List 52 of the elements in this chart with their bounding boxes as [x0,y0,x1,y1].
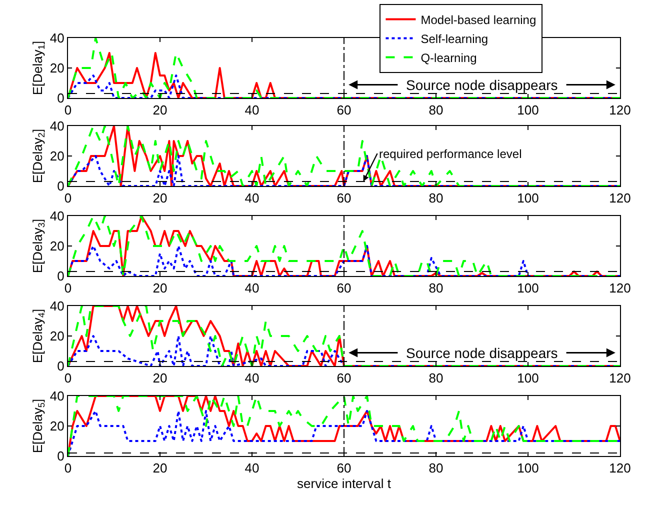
y-tick-label: 20 [50,60,64,76]
y-tick-label: 20 [50,418,64,434]
x-tick-label: 80 [428,190,444,206]
y-tick-label: 40 [50,388,64,404]
x-tick-label: 20 [152,460,168,476]
x-tick-label: 40 [244,190,260,206]
x-tick-label: 60 [336,280,352,296]
x-tick-label: 20 [152,370,168,386]
x-tick-label: 40 [244,460,260,476]
y-tick-label: 20 [50,238,64,254]
x-tick-label: 100 [517,460,539,476]
x-tick-label: 120 [609,102,631,118]
x-tick-label: 100 [517,280,539,296]
x-tick-label: 60 [336,102,352,118]
x-tick-label: 120 [609,370,631,386]
y-tick-label: 0 [57,90,64,106]
x-tick-label: 60 [336,190,352,206]
x-tick-label: 40 [244,280,260,296]
y-tick-label: 40 [50,118,64,134]
y-tick-label: 0 [57,268,64,284]
x-tick-label: 120 [609,190,631,206]
x-tick-label: 100 [517,370,539,386]
x-tick-label: 100 [517,190,539,206]
annotation: Source node disappears [406,77,558,93]
y-tick-label: 0 [57,178,64,194]
y-tick-label: 0 [57,448,64,464]
x-tick-label: 40 [244,370,260,386]
y-tick-label: 40 [50,298,64,314]
legend-label: Q-learning [420,50,477,65]
x-tick-label: 100 [517,102,539,118]
x-tick-label: 120 [609,460,631,476]
x-tick-label: 40 [244,102,260,118]
y-tick-label: 20 [50,328,64,344]
x-tick-label: 20 [152,280,168,296]
legend-label: Model-based learning [420,12,536,27]
x-tick-label: 120 [609,280,631,296]
x-tick-label: 80 [428,102,444,118]
x-tick-label: 80 [428,280,444,296]
y-tick-label: 40 [50,208,64,224]
x-tick-label: 80 [428,460,444,476]
x-tick-label: 20 [152,102,168,118]
y-tick-label: 0 [57,358,64,374]
annotation: Source node disappears [406,345,558,361]
ref-line-label: required performance level [379,147,522,161]
x-tick-label: 60 [336,370,352,386]
legend-label: Self-learning [420,32,488,46]
x-tick-label: 20 [152,190,168,206]
y-tick-label: 40 [50,30,64,46]
x-tick-label: 80 [428,370,444,386]
x-tick-label: 60 [336,460,352,476]
x-axis-title: service interval t [297,476,392,492]
y-tick-label: 20 [50,148,64,164]
